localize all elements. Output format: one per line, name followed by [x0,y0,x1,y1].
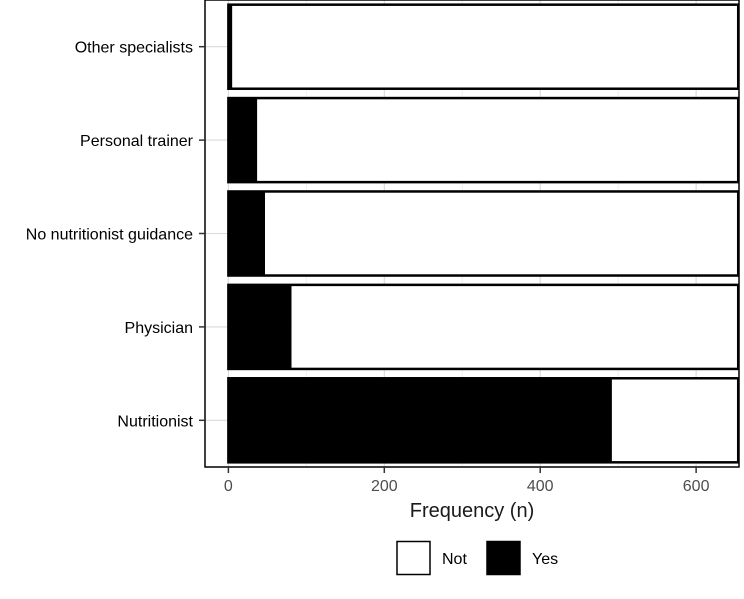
bar-yes-physician [228,284,292,369]
x-tick-label: 200 [371,478,398,495]
bar-outline [227,283,740,371]
x-tick-label: 0 [224,478,233,495]
legend-key-not [396,540,431,576]
x-axis-title: Frequency (n) [410,500,535,522]
y-axis: Nutritionist Physician No nutritionist gui… [26,40,205,430]
bar-yes-other-specialists [228,4,233,89]
bar-yes-nutritionist [228,378,612,463]
y-tick-label: Personal trainer [80,133,194,150]
x-axis: 0 200 400 600 [224,467,710,495]
legend: Not Yes [396,540,558,576]
y-tick-label: Nutritionist [117,413,193,430]
bar-not-no-nutritionist-guidance [265,191,739,276]
y-tick-label: Other specialists [75,40,193,57]
bar-yes-no-nutritionist-guidance [228,191,266,276]
bar-yes-personal-trainer [228,98,258,183]
legend-label-yes: Yes [532,551,558,568]
x-tick-label: 600 [683,478,710,495]
bar-not-other-specialists [232,4,739,89]
bars [227,3,740,464]
bar-outline [227,190,740,277]
bar-not-nutritionist [611,378,739,463]
bar-outline [227,377,740,464]
bar-outline [227,96,740,184]
y-tick-label: No nutritionist guidance [26,227,193,244]
bar-not-physician [291,284,739,369]
bar-outline [227,3,740,90]
y-tick-label: Physician [125,320,193,337]
legend-label-not: Not [442,551,467,568]
legend-key-yes [486,540,521,576]
bar-not-personal-trainer [257,98,739,183]
x-tick-label: 400 [527,478,554,495]
